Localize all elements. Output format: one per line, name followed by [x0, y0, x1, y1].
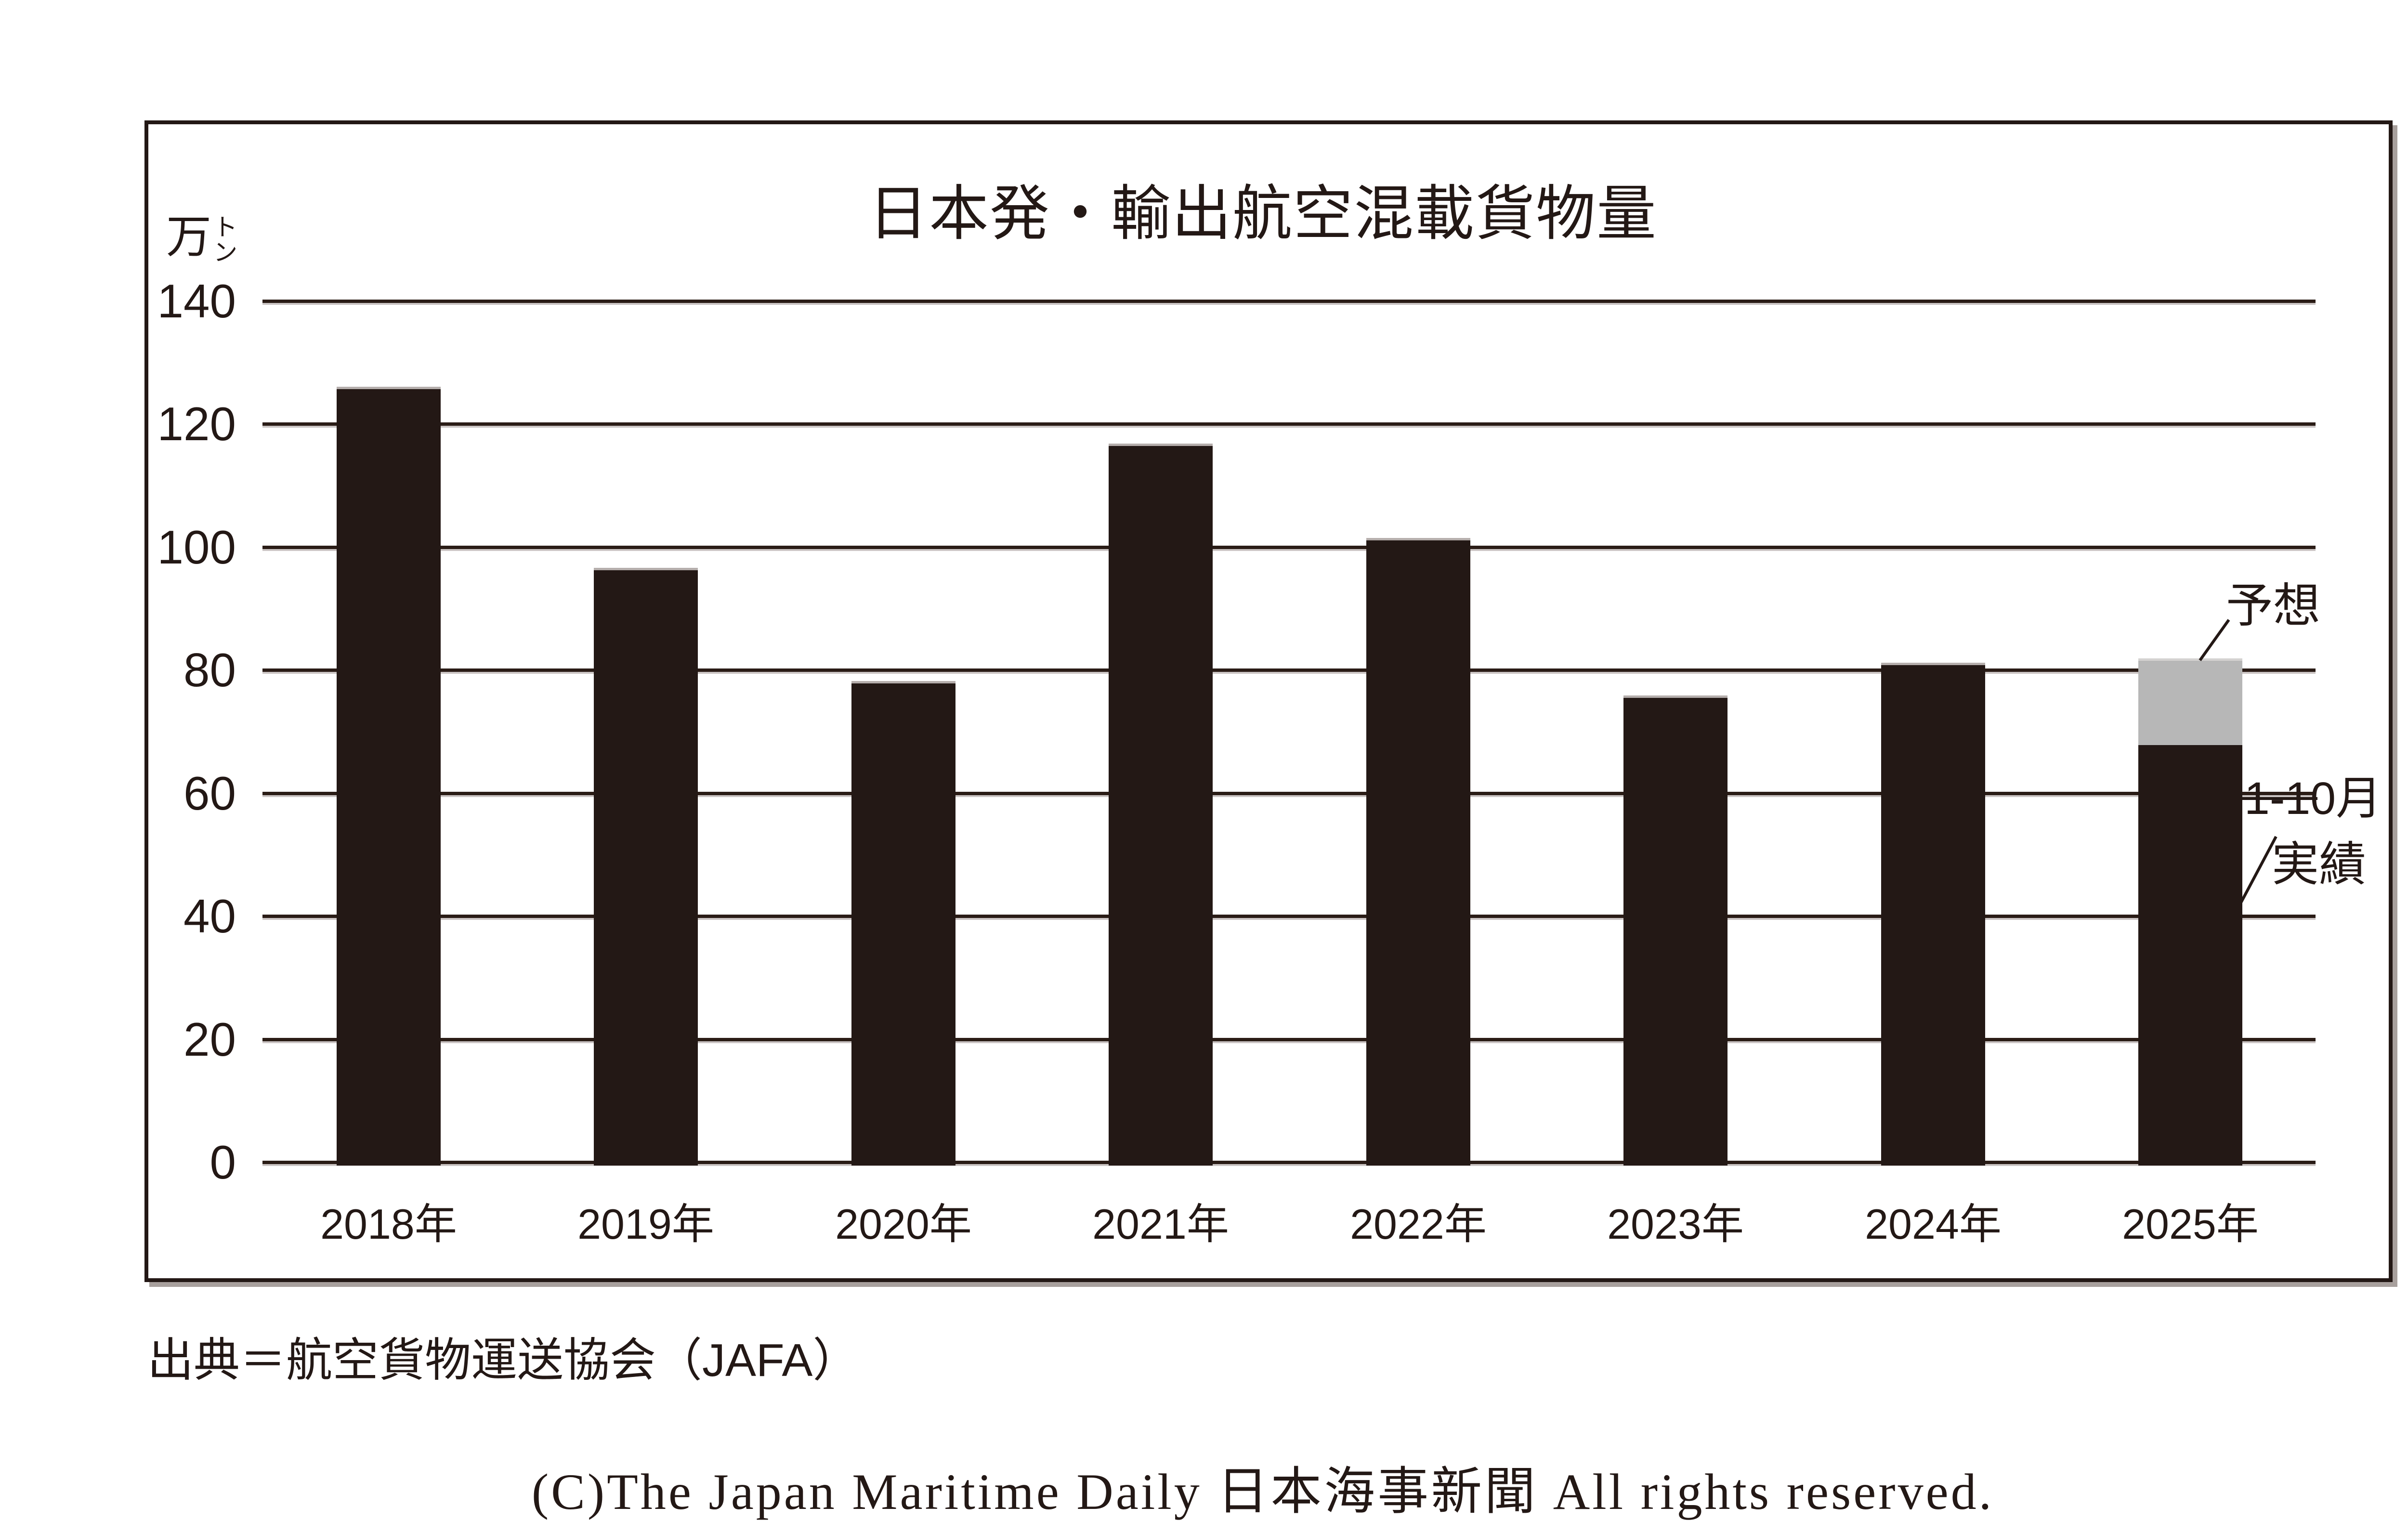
x-tick-label-2024年: 2024年: [1865, 1200, 2002, 1248]
bar-2023年-実績: [1623, 695, 1727, 1166]
y-tick-label-40: 40: [183, 890, 236, 943]
gridline-80: [262, 668, 2316, 672]
gridline-100: [262, 546, 2316, 549]
x-tick-label-2021年: 2021年: [1092, 1200, 1229, 1248]
x-tick-label-2025年: 2025年: [2122, 1200, 2259, 1248]
bar-2024年-実績: [1881, 663, 1985, 1166]
y-tick-label-0: 0: [209, 1136, 236, 1189]
x-tick-label-2022年: 2022年: [1350, 1200, 1487, 1248]
source-note: 出典＝航空貨物運送協会（JAFA）: [147, 1335, 859, 1386]
chart-frame: [144, 120, 2393, 1282]
x-tick-label-2020年: 2020年: [835, 1200, 972, 1248]
bar-2019年-実績: [594, 568, 698, 1166]
actual-annotation-line1: 1-10月: [2244, 773, 2382, 824]
y-axis-unit-small: ト ン: [213, 215, 237, 265]
y-tick-label-140: 140: [157, 275, 236, 328]
y-tick-label-60: 60: [183, 767, 236, 820]
y-axis-unit-main: 万: [166, 211, 212, 262]
gridline-60: [262, 792, 2316, 795]
x-tick-label-2018年: 2018年: [320, 1200, 457, 1248]
y-tick-label-20: 20: [183, 1013, 236, 1066]
gridline-120: [262, 422, 2316, 426]
bar-2025年-実績: [2138, 745, 2242, 1166]
y-axis-unit: 万 ト ン: [166, 213, 237, 265]
copyright-line: (C)The Japan Maritime Daily 日本海事新聞 All r…: [531, 1464, 1994, 1520]
x-tick-label-2023年: 2023年: [1607, 1200, 1744, 1248]
bar-2025年-予想-segment: [2138, 658, 2242, 745]
y-axis-unit-small-bottom: ン: [213, 239, 238, 266]
gridline-20: [262, 1038, 2316, 1041]
bar-2021年-実績: [1109, 444, 1213, 1166]
y-tick-label-80: 80: [183, 643, 236, 696]
gridline-140: [262, 300, 2316, 303]
forecast-annotation: 予想: [2226, 579, 2321, 632]
y-tick-label-120: 120: [157, 397, 236, 450]
y-tick-label-100: 100: [157, 521, 236, 574]
bar-2020年-実績: [851, 681, 955, 1166]
y-axis-unit-small-top: ト: [213, 214, 238, 241]
chart-title: 日本発・輸出航空混載貨物量: [868, 181, 1657, 247]
actual-annotation-line2: 実績: [2272, 838, 2367, 891]
x-tick-label-2019年: 2019年: [577, 1200, 714, 1248]
gridline-40: [262, 915, 2316, 918]
bar-2022年-実績: [1366, 538, 1470, 1166]
gridline-0: [262, 1161, 2316, 1164]
bar-2018年-実績: [337, 387, 441, 1166]
